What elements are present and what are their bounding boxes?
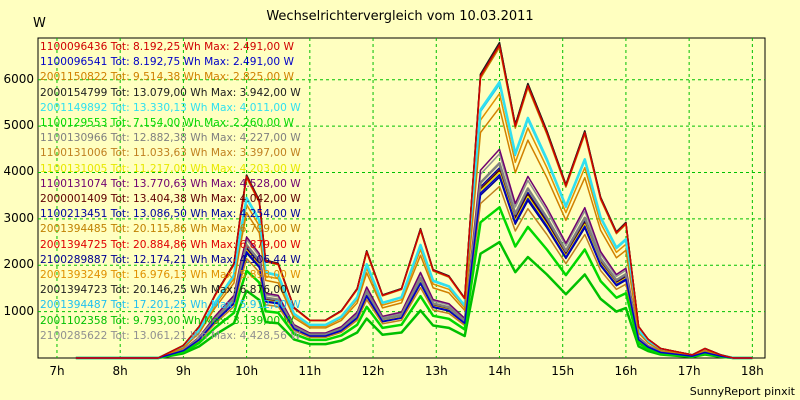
series-line [75,106,753,359]
x-tick-label: 7h [49,364,65,378]
y-tick-label: 3000 [3,210,34,225]
x-tick-label: 10h [235,364,259,378]
y-axis-unit: W [33,16,46,31]
x-tick-label: 17h [677,364,701,378]
legend-entry: 2000001409 Tot: 13.404,38 Wh Max: 4.042,… [40,193,301,206]
legend-entry: 2100285622 Tot: 13.061,21 Wh Max: 4.428,… [40,329,301,342]
x-tick-label: 16h [614,364,638,378]
legend-entry: 2100289887 Tot: 12.174,21 Wh Max: 4.106,… [40,253,301,266]
legend-entry: 2001393249 Tot: 16.976,13 Wh Max: 5.898,… [40,269,301,282]
y-tick-label: 4000 [3,164,34,179]
legend-entry: 1100131074 Tot: 13.770,63 Wh Max: 4.528,… [40,177,301,190]
legend-entry: 2001150822 Tot: 9.514,38 Wh Max: 2.825,0… [40,71,294,84]
x-tick-label: 15h [551,364,575,378]
legend-entry: 1100096541 Tot: 8.192,75 Wh Max: 2.491,0… [40,56,294,69]
chart-title: Wechselrichtervergleich vom 10.03.2011 [266,9,534,24]
series-line [75,206,753,360]
x-tick-label: 14h [488,364,511,378]
legend-entry: 2001394485 Tot: 20.115,86 Wh Max: 6.799,… [40,223,301,236]
x-tick-label: 9h [175,364,192,378]
legend-entry: 1100129553 Tot: 7.154,00 Wh Max: 2.260,0… [40,117,294,130]
x-tick-label: 12h [361,364,385,378]
x-tick-label: 13h [424,364,448,378]
legend-entry: 2001394487 Tot: 17.201,25 Wh Max: 5.912,… [40,299,301,312]
legend-entry: 2001394725 Tot: 20.884,86 Wh Max: 6.879,… [40,238,301,251]
y-tick-label: 6000 [3,71,34,86]
series-line [75,80,753,360]
legend: 1100096436 Tot: 8.192,25 Wh Max: 2.491,0… [40,40,301,344]
x-tick-label: 8h [112,364,128,378]
y-tick-label: 5000 [3,118,34,133]
legend-entry: 2000154799 Tot: 13.079,00 Wh Max: 3.942,… [40,86,301,99]
legend-entry: 1100130966 Tot: 12.882,38 Wh Max: 4.227,… [40,132,301,145]
plot-frame [37,37,766,359]
legend-entry: 1100213451 Tot: 13.086,50 Wh Max: 4.254,… [40,208,301,221]
legend-entry: 2001102358 Tot: 9.793,00 Wh Max: 3.139,0… [40,314,294,327]
x-tick-label: 18h [740,364,764,378]
series-line [75,174,753,359]
footer-credit: SunnyReport pinxit [689,385,795,398]
legend-entry: 1100131006 Tot: 11.033,63 Wh Max: 3.397,… [40,147,301,160]
x-tick-label: 11h [298,364,322,378]
y-tick-label: 2000 [3,257,34,272]
series-line [75,240,753,360]
legend-entry: 1100131005 Tot: 11.217,00 Wh Max: 4.203,… [40,162,301,175]
y-tick-label: 1000 [3,303,34,318]
series-line [75,44,753,359]
legend-entry: 2001394723 Tot: 20.146,25 Wh Max: 6.876,… [40,284,301,297]
legend-entry: 1100096436 Tot: 8.192,25 Wh Max: 2.491,0… [40,41,294,53]
legend-entry: 2001149892 Tot: 13.330,13 Wh Max: 4.011,… [40,101,301,114]
